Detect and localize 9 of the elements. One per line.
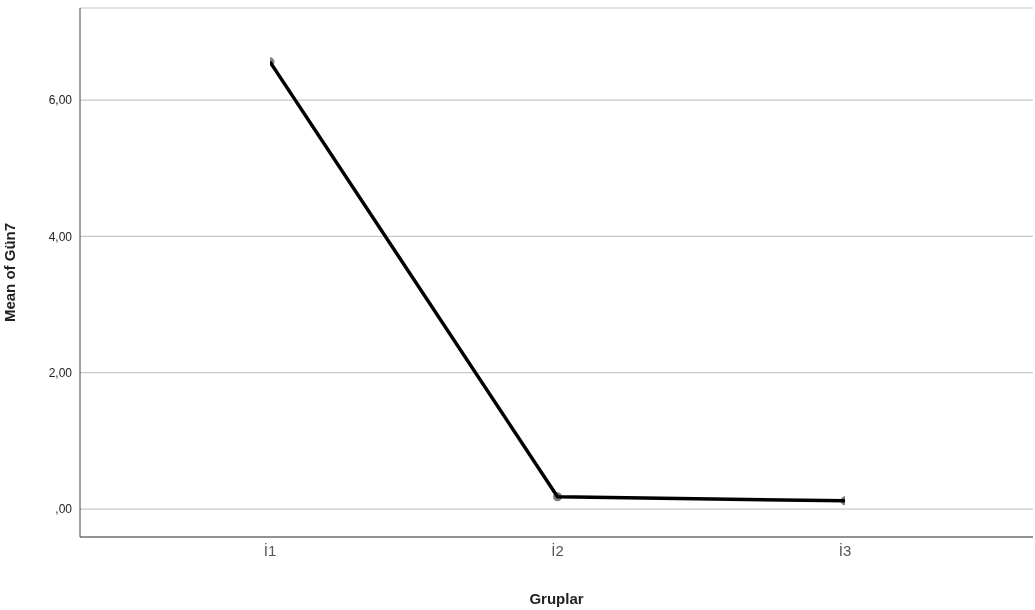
x-tick-label: İ1 [263, 541, 277, 559]
x-axis-title: Gruplar [529, 590, 584, 607]
y-tick-label: 2,00 [48, 365, 73, 380]
y-tick-label: 4,00 [48, 229, 73, 244]
y-tick-label: ,00 [55, 502, 73, 517]
y-axis-title: Mean of Gün7 [1, 222, 19, 323]
y-tick-label: 6,00 [48, 93, 73, 108]
x-tick-label: İ2 [551, 541, 564, 559]
x-tick-label: İ3 [838, 541, 852, 559]
